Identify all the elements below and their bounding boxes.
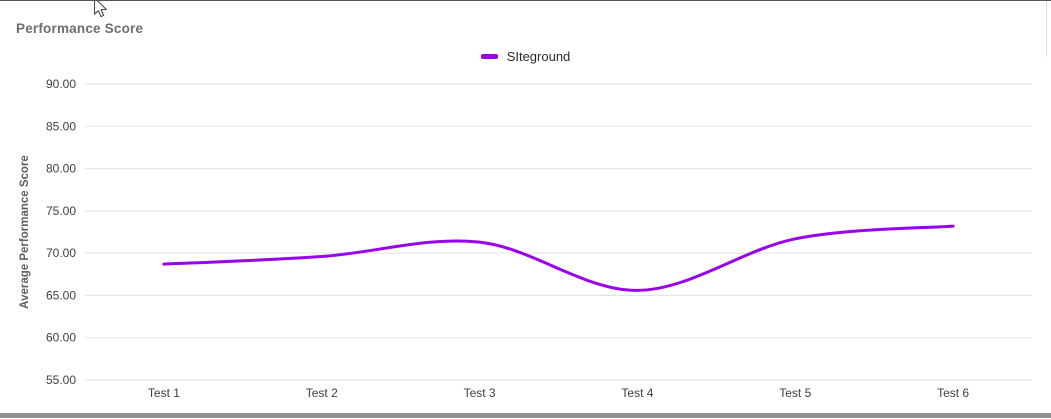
y-tick-label: 90.00 — [46, 77, 76, 91]
x-tick-label: Test 6 — [937, 386, 969, 400]
legend-label-siteground[interactable]: SIteground — [506, 48, 571, 64]
y-tick-label: 70.00 — [46, 246, 76, 260]
legend: SIteground — [0, 47, 1051, 65]
y-tick-label: 75.00 — [46, 204, 76, 218]
x-tick-label: Test 4 — [621, 386, 653, 400]
right-border-line — [1046, 1, 1047, 57]
series-line-siteground[interactable] — [162, 224, 955, 292]
y-tick-label: 85.00 — [46, 119, 76, 133]
y-tick-label: 60.00 — [46, 331, 76, 345]
bottom-scrollbar[interactable] — [0, 413, 1051, 418]
chart-title: Performance Score — [16, 21, 144, 36]
mouse-cursor-icon — [93, 1, 107, 18]
y-tick-label: 65.00 — [46, 288, 76, 302]
x-tick-label: Test 1 — [148, 386, 180, 400]
legend-swatch-siteground — [480, 53, 498, 59]
y-tick-label: 80.00 — [46, 162, 76, 176]
x-tick-label: Test 3 — [464, 386, 496, 400]
y-tick-label: 55.00 — [46, 373, 76, 387]
x-tick-label: Test 5 — [779, 386, 811, 400]
x-tick-label: Test 2 — [306, 386, 338, 400]
